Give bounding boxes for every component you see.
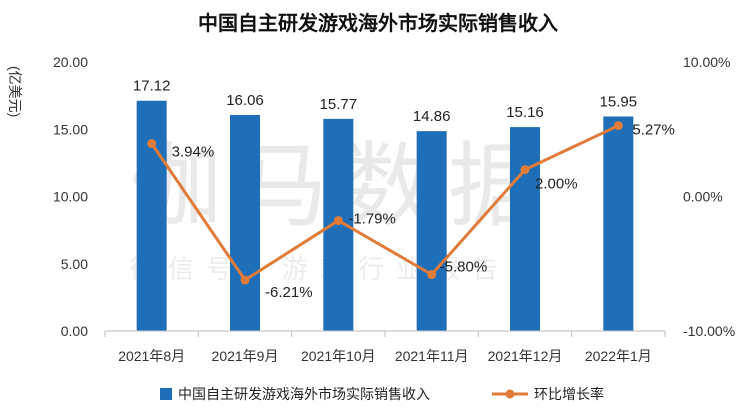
line-data-label: -1.79% (348, 211, 396, 228)
y-axis-label: (亿美元) (7, 66, 23, 117)
legend-swatch-marker (505, 389, 515, 399)
left-tick-label: 5.00 (61, 256, 88, 272)
line-series (147, 121, 623, 285)
bar-data-label: 15.16 (506, 104, 544, 121)
left-tick-label: 20.00 (53, 54, 88, 70)
right-tick-label: -10.00% (683, 323, 735, 339)
line-point (240, 275, 250, 285)
x-axis-ticks: 2021年8月 2021年9月 2021年10月 2021年11月 2021年12月 20… (104, 331, 666, 364)
line-data-label: -6.21% (265, 284, 313, 301)
legend-label-bar: 中国自主研发游戏海外市场实际销售收入 (178, 386, 430, 402)
line-point (333, 216, 343, 226)
bar (136, 100, 167, 332)
bar-data-label: 17.12 (133, 78, 171, 95)
line-point (147, 139, 157, 149)
line-data-label: -5.80% (440, 259, 488, 276)
right-tick-label: 0.00% (683, 189, 723, 205)
left-tick-label: 15.00 (53, 121, 88, 137)
right-axis-ticks: -10.00% 0.00% 10.00% (683, 54, 735, 339)
left-tick-label: 10.00 (53, 189, 88, 205)
legend-swatch-bar (160, 388, 172, 400)
chart-title: 中国自主研发游戏海外市场实际销售收入 (198, 11, 558, 35)
line-point (613, 121, 623, 131)
bar (230, 114, 260, 331)
bar-data-label: 16.06 (226, 92, 264, 109)
line-point (520, 165, 530, 175)
x-tick-label: 2021年9月 (212, 348, 279, 364)
bar-data-labels: 17.12 16.06 15.77 14.86 15.16 15.95 (133, 78, 637, 125)
line-data-labels: 3.94% -6.21% -1.79% -5.80% 2.00% 5.27% (172, 122, 675, 301)
x-tick-label: 2021年10月 (301, 348, 376, 364)
legend: 中国自主研发游戏海外市场实际销售收入 环比增长率 (160, 386, 604, 402)
left-axis-ticks: 0.00 5.00 10.00 15.00 20.00 (53, 54, 88, 339)
line-data-label: 5.27% (632, 122, 675, 139)
bar (416, 131, 447, 331)
right-tick-label: 10.00% (683, 54, 730, 70)
legend-label-line: 环比增长率 (534, 386, 604, 402)
bar-data-label: 15.95 (600, 93, 638, 110)
x-tick-label: 2021年12月 (488, 348, 563, 364)
line-point (427, 270, 437, 280)
x-tick-label: 2021年8月 (118, 348, 185, 364)
bar (510, 127, 540, 332)
bar-data-label: 14.86 (413, 108, 451, 125)
line-data-label: 3.94% (172, 144, 215, 161)
line-path (150, 124, 619, 282)
x-tick-label: 2021年11月 (395, 348, 469, 364)
x-tick-label: 2022年1月 (585, 348, 652, 364)
line-data-label: 2.00% (535, 176, 578, 193)
bar-data-label: 15.77 (320, 96, 358, 113)
left-tick-label: 0.00 (61, 323, 88, 339)
bar (603, 116, 634, 331)
